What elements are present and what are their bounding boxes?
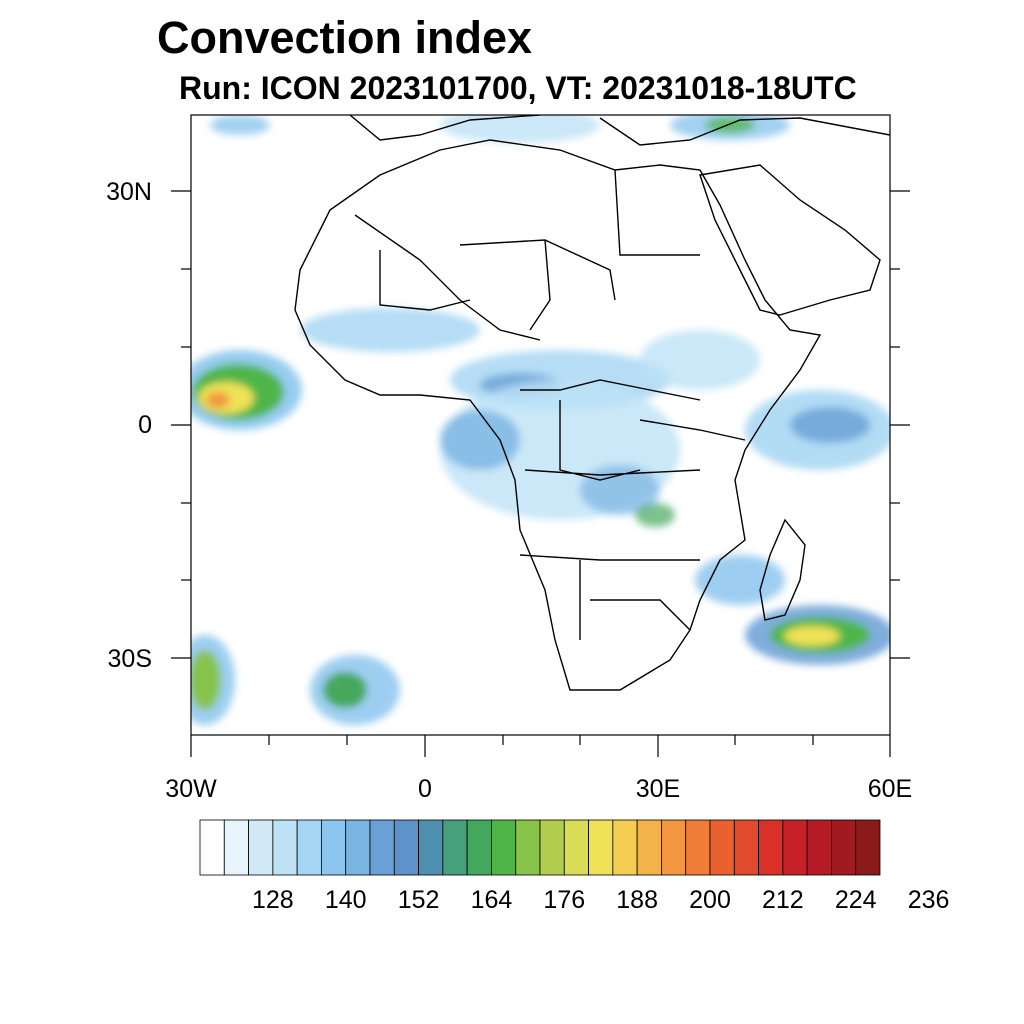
colorbar-swatch	[733, 819, 759, 876]
convection-cell	[323, 672, 367, 708]
colorbar-swatch	[223, 819, 249, 876]
colorbar-swatch	[345, 819, 371, 876]
europe-coast	[349, 115, 541, 141]
lon-label-0: 0	[418, 775, 432, 803]
colorbar-label: 236	[907, 886, 950, 914]
colorbar-swatch	[563, 819, 589, 876]
coastlines	[294, 115, 890, 691]
convection-cell	[580, 465, 660, 515]
colorbar-swatch	[831, 819, 857, 876]
colorbar-label: 128	[251, 886, 294, 914]
convection-cell	[790, 407, 870, 443]
colorbar-swatch	[855, 819, 881, 876]
colorbar-swatch	[782, 819, 808, 876]
colorbar-swatch	[393, 819, 419, 876]
border	[354, 169, 746, 640]
convection-cell	[784, 626, 840, 646]
colorbar-swatch	[806, 819, 832, 876]
colorbar-label: 200	[689, 886, 731, 914]
colorbar-swatch	[248, 819, 274, 876]
convection-cell	[191, 650, 221, 710]
colorbar-swatch	[442, 819, 468, 876]
convection-cell	[640, 330, 760, 390]
convection-cell	[695, 555, 785, 605]
colorbar-swatch	[466, 819, 492, 876]
colorbar-swatch	[612, 819, 638, 876]
lat-label-30n: 30N	[106, 178, 152, 206]
convection-field	[191, 115, 890, 725]
africa-coastline	[294, 139, 822, 691]
colorbar-swatch	[685, 819, 711, 876]
colorbar-swatch	[588, 819, 614, 876]
madagascar-coastline	[759, 518, 806, 621]
convection-cell	[210, 115, 270, 135]
colorbar-label: 212	[761, 886, 804, 914]
lat-label-0: 0	[138, 411, 152, 439]
colorbar-swatch	[709, 819, 735, 876]
colorbar-label: 164	[470, 886, 513, 914]
colorbar-swatch	[199, 819, 225, 876]
colorbar-swatch	[369, 819, 395, 876]
colorbar-swatch	[515, 819, 541, 876]
convection-cell	[440, 410, 520, 470]
colorbar-label: 224	[834, 886, 877, 914]
colorbar-swatch	[661, 819, 687, 876]
chart-title: Convection index	[157, 12, 533, 63]
convection-cell	[300, 308, 480, 352]
colorbar-swatch	[636, 819, 662, 876]
convection-cell	[635, 503, 675, 527]
lon-label-60e: 60E	[867, 775, 913, 803]
colorbar-swatch	[272, 819, 298, 876]
colorbar-swatch	[418, 819, 444, 876]
lat-label-30s: 30S	[107, 645, 152, 673]
lon-label-30e: 30E	[635, 775, 681, 803]
colorbar-swatch	[758, 819, 784, 876]
colorbar-label: 152	[397, 886, 440, 914]
colorbar-label: 140	[324, 886, 367, 914]
colorbar-label: 176	[543, 886, 586, 914]
europe-coast-east	[599, 117, 890, 146]
arabia-coastline	[699, 164, 881, 316]
colorbar-label: 188	[616, 886, 658, 914]
colorbar-swatch	[539, 819, 565, 876]
axis-ticks	[171, 190, 910, 757]
colorbar	[199, 819, 881, 876]
convection-cell	[206, 392, 230, 408]
colorbar-swatch	[491, 819, 517, 876]
convection-cell	[440, 115, 600, 143]
colorbar-swatch	[296, 819, 322, 876]
colorbar-swatch	[321, 819, 347, 876]
chart-subtitle: Run: ICON 2023101700, VT: 20231018-18UTC	[179, 70, 857, 106]
lon-label-30w: 30W	[165, 775, 217, 803]
